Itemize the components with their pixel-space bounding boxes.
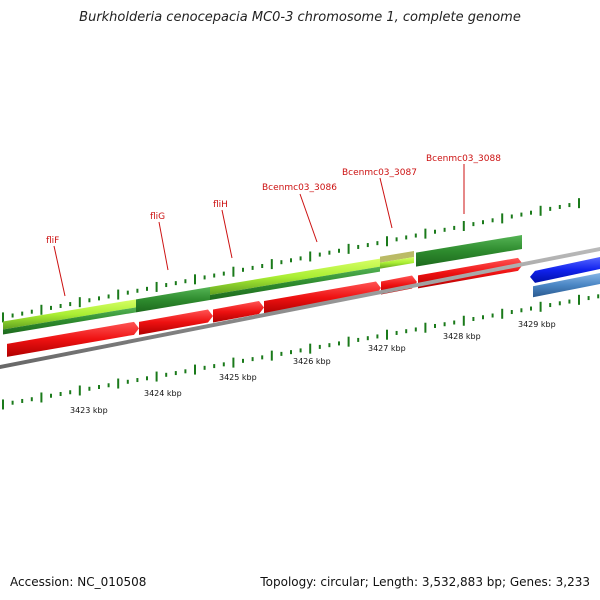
backbone: [0, 247, 600, 369]
map-title: Burkholderia cenocepacia MC0-3 chromosom…: [79, 10, 521, 25]
gene-bcenmc03-3087-feature: [380, 257, 414, 269]
backbone-line: [0, 247, 600, 369]
kbp-label-3429: 3429 kbp: [518, 320, 556, 329]
kbp-label-3424: 3424 kbp: [144, 389, 182, 398]
gene-bcenmc03-3086-feature: [210, 266, 380, 300]
gene-label-bcenmc03-3087: Bcenmc03_3087: [342, 168, 417, 178]
cds-feature: [7, 321, 139, 357]
cds-feature: [213, 301, 264, 323]
kbp-label-3428: 3428 kbp: [443, 332, 481, 341]
reverse-cds-feature: [530, 257, 600, 283]
gene-bcenmc03-3087-pseudo: [380, 251, 414, 263]
gene-label-fliG: fliG: [150, 212, 165, 222]
gene-labels: fliF fliG fliH Bcenmc03_3086 Bcenmc03_30…: [46, 154, 501, 297]
reverse-gene-feature: [533, 273, 600, 298]
gene-fliF-feature: [3, 307, 136, 335]
gene-fliG-feature: [136, 287, 210, 313]
lower-tick-scale: [2, 294, 600, 410]
gene-label-fliF: fliF: [46, 236, 59, 246]
kbp-label-3427: 3427 kbp: [368, 344, 406, 353]
gene-track: [3, 235, 522, 335]
gene-fliF-feature: [3, 299, 136, 330]
kbp-label-3426: 3426 kbp: [293, 357, 331, 366]
accession-text: Accession: NC_010508: [10, 575, 147, 589]
kbp-label-3425: 3425 kbp: [219, 373, 257, 382]
gene-label-bcenmc03-3088: Bcenmc03_3088: [426, 154, 501, 164]
upper-tick-scale: [2, 198, 580, 323]
gene-bcenmc03-3088-feature: [416, 235, 522, 267]
gene-fliH-feature: [210, 258, 380, 295]
kbp-labels: 3423 kbp 3424 kbp 3425 kbp 3426 kbp 3427…: [70, 320, 556, 415]
gene-label-bcenmc03-3086: Bcenmc03_3086: [262, 183, 337, 193]
reverse-strand-features: [530, 257, 600, 298]
cds-feature: [139, 309, 213, 335]
cds-feature: [264, 281, 381, 314]
genome-summary-text: Topology: circular; Length: 3,532,883 bp…: [260, 575, 590, 589]
gene-label-fliH: fliH: [213, 200, 228, 210]
cds-track: [7, 257, 523, 357]
kbp-label-3423: 3423 kbp: [70, 406, 108, 415]
